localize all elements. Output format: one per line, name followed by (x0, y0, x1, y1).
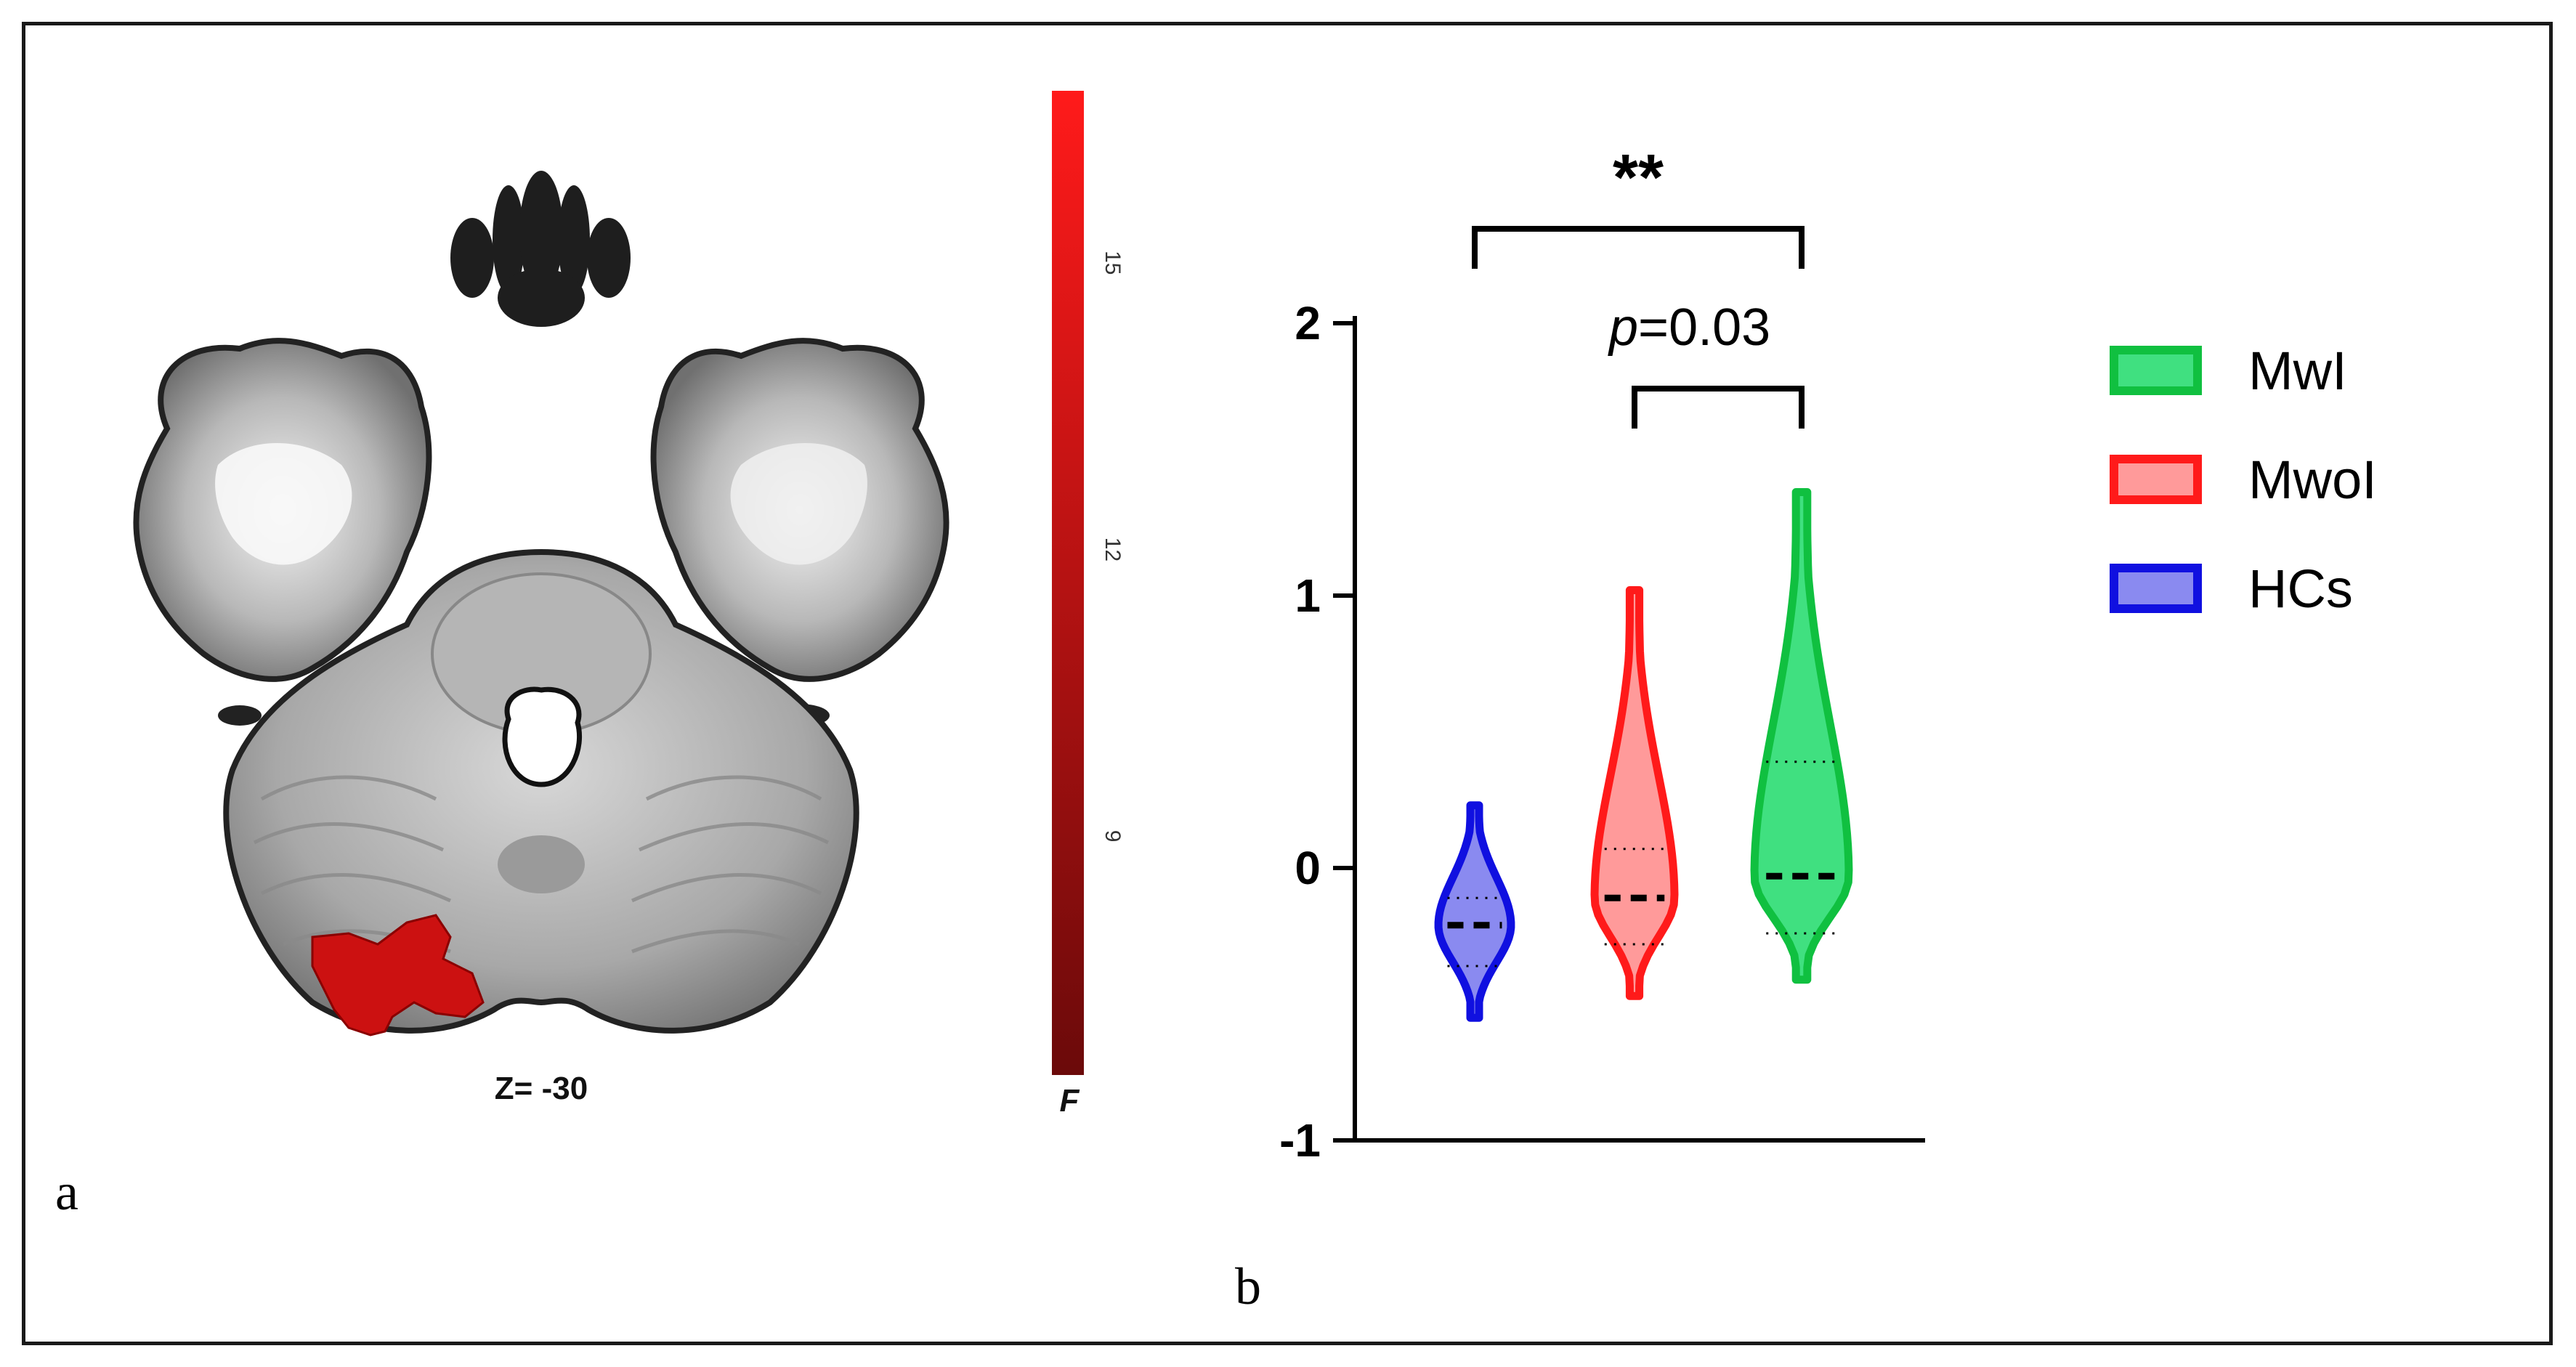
y-tick-label: 1 (1295, 569, 1321, 622)
violin-mwoi (1590, 586, 1679, 1000)
y-tick-label: -1 (1279, 1114, 1321, 1167)
legend-item-mwoi: MwoI (2110, 450, 2377, 510)
fourth-ventricle (502, 686, 583, 787)
p-symbol: p (1608, 299, 1638, 357)
violin-mwi (1750, 488, 1853, 984)
legend-swatch (2110, 346, 2202, 395)
orbital-region (450, 171, 631, 327)
p-value-label: p=0.03 (1608, 299, 1770, 357)
left-fragment (218, 705, 262, 726)
bracket-mwoi-mwi (1632, 386, 1805, 429)
legend-label: HCs (2248, 559, 2353, 619)
colorbar-tick-label: 9 (1101, 830, 1125, 843)
violin-chart: 2 1 0 -1 ** p=0.03 (1279, 142, 1925, 1167)
legend-label: MwI (2248, 341, 2347, 401)
y-tick-label: 0 (1295, 842, 1321, 894)
legend-swatch (2110, 564, 2202, 613)
violin-body (1750, 488, 1853, 984)
vermis (498, 835, 585, 893)
brain-slice (133, 171, 949, 1037)
colorbar-tick-label: 12 (1101, 538, 1125, 561)
cerebellum (223, 548, 859, 1034)
figure-frame (22, 22, 2553, 1345)
y-tick-label: 2 (1295, 297, 1321, 349)
right-lobe-white-matter (730, 443, 867, 565)
legend-label: MwoI (2248, 450, 2377, 510)
violins (1434, 488, 1853, 1022)
legend: MwI MwoI HCs (2110, 341, 2377, 619)
y-ticks: 2 1 0 -1 (1279, 297, 1355, 1167)
left-lobe-white-matter (215, 443, 352, 565)
colorbar-tick-label: 15 (1101, 251, 1125, 275)
violin-body (1434, 801, 1515, 1022)
legend-swatch (2110, 455, 2202, 504)
bracket-hcs-mwi (1472, 226, 1805, 269)
colorbar-label: F (1060, 1083, 1080, 1119)
panel-letter-b: b (1235, 1257, 1261, 1315)
legend-item-mwi: MwI (2110, 341, 2347, 401)
p-value: =0.03 (1638, 299, 1770, 357)
panel-letter-a: a (55, 1163, 78, 1221)
significance-stars: ** (1613, 142, 1664, 214)
colorbar-ticks: 9 12 15 (1101, 251, 1125, 842)
significance-brackets: ** p=0.03 (1472, 142, 1805, 429)
violin-hcs (1434, 801, 1515, 1022)
legend-item-hcs: HCs (2110, 559, 2353, 619)
activation-cluster (311, 914, 485, 1037)
slice-label: Z= -30 (495, 1071, 588, 1106)
violin-body (1590, 586, 1679, 1000)
colorbar (1052, 91, 1084, 1075)
